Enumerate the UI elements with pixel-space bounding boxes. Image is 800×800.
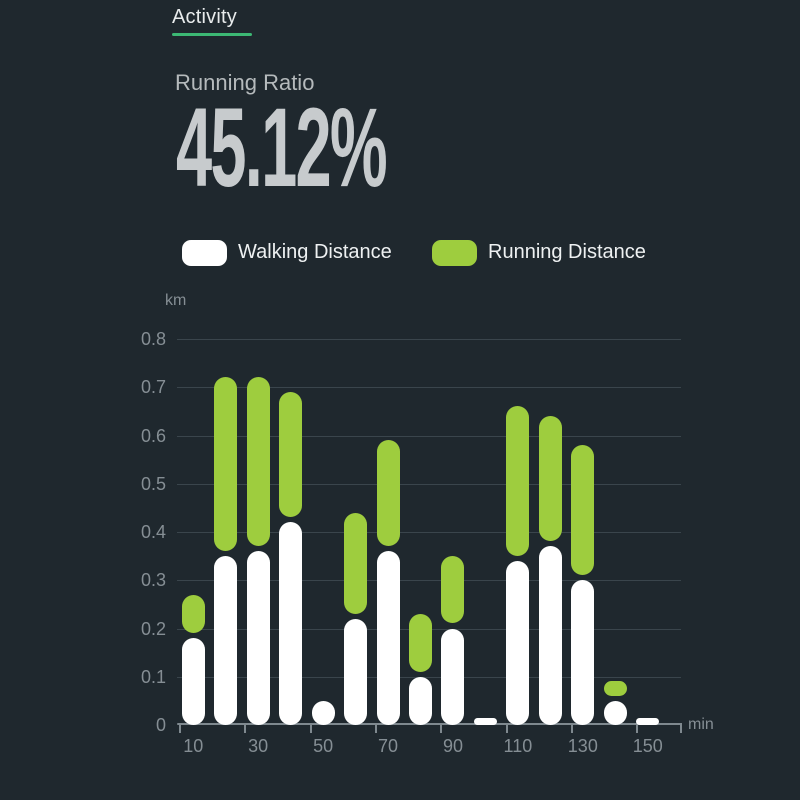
y-axis-unit-label: km — [165, 292, 187, 309]
bar-walking-120[interactable] — [538, 546, 562, 725]
gridline — [177, 676, 681, 678]
gridline — [177, 339, 681, 340]
tab-active-underline — [172, 33, 252, 36]
bar-walking-100[interactable] — [473, 717, 497, 725]
metric-label: Running Ratio — [175, 70, 315, 95]
bar-running-140[interactable] — [603, 681, 627, 696]
bar-running-10[interactable] — [181, 594, 205, 634]
bar-walking-90[interactable] — [441, 628, 465, 725]
bar-running-70[interactable] — [376, 440, 400, 547]
bar-walking-140[interactable] — [603, 700, 627, 725]
gridline — [177, 580, 681, 582]
bar-walking-30[interactable] — [246, 551, 270, 725]
x-axis-unit-label: min — [688, 716, 714, 733]
legend-item-running[interactable]: Running Distance — [432, 239, 646, 266]
x-axis-tick — [374, 723, 377, 733]
tab-activity[interactable]: Activity — [172, 6, 252, 36]
y-axis-tick-label: 0.8 — [140, 329, 166, 349]
bar-running-40[interactable] — [279, 391, 303, 518]
x-axis-line — [177, 723, 682, 725]
bar-walking-70[interactable] — [376, 551, 400, 725]
x-axis-tick — [440, 723, 443, 733]
y-axis-tick-label: 0.7 — [140, 377, 166, 398]
x-axis-tick — [244, 723, 247, 733]
gridline — [177, 483, 681, 485]
page-title: Activity — [172, 6, 237, 28]
x-axis-tick — [636, 723, 639, 733]
y-axis-tick-label: 0.6 — [140, 425, 166, 446]
bar-running-80[interactable] — [409, 613, 432, 672]
x-axis-tick — [309, 723, 312, 733]
x-axis-tick-label: 150 — [632, 736, 663, 756]
y-axis-tick-label: 0.2 — [140, 618, 166, 639]
bar-walking-80[interactable] — [409, 676, 432, 725]
bar-walking-130[interactable] — [571, 580, 595, 725]
bar-walking-150[interactable] — [636, 717, 660, 725]
legend-walking-label: Walking Distance — [238, 241, 392, 263]
bar-running-120[interactable] — [538, 416, 562, 542]
x-axis-tick-label: 10 — [183, 736, 204, 756]
bar-running-90[interactable] — [441, 555, 465, 624]
y-axis-tick-label: 0 — [155, 715, 166, 735]
x-axis-tick-label: 50 — [313, 736, 334, 756]
bar-walking-10[interactable] — [181, 638, 205, 725]
bar-walking-20[interactable] — [214, 556, 238, 725]
y-axis-tick-label: 0.1 — [140, 666, 166, 687]
x-axis-tick — [505, 723, 508, 733]
x-axis-tick-label: 90 — [442, 736, 463, 756]
y-axis-tick-label: 0.5 — [140, 473, 166, 494]
x-axis-tick — [179, 723, 181, 733]
bar-running-130[interactable] — [571, 444, 595, 576]
bar-running-110[interactable] — [506, 406, 530, 556]
gridline — [177, 435, 681, 437]
bar-walking-40[interactable] — [279, 522, 303, 725]
bar-walking-110[interactable] — [506, 560, 530, 725]
y-axis-tick-label: 0.4 — [140, 522, 166, 542]
running-swatch — [432, 239, 477, 266]
x-axis-tick — [570, 723, 573, 733]
bar-running-20[interactable] — [214, 377, 238, 552]
gridline — [177, 387, 681, 389]
x-axis-tick-label: 70 — [378, 736, 399, 756]
metric-value: 45.12% — [176, 85, 388, 210]
x-axis-tick-label: 30 — [248, 736, 269, 756]
legend-item-walking[interactable]: Walking Distance — [182, 239, 392, 266]
walking-swatch — [182, 239, 227, 266]
bar-running-30[interactable] — [246, 377, 270, 547]
legend-running-label: Running Distance — [488, 241, 646, 263]
y-axis-tick-label: 0.3 — [140, 570, 166, 591]
bar-walking-60[interactable] — [344, 618, 368, 725]
x-axis-tick — [680, 723, 682, 733]
x-axis-tick-label: 130 — [567, 736, 598, 756]
gridline — [177, 532, 681, 533]
bar-running-60[interactable] — [344, 512, 368, 614]
x-axis-tick-label: 110 — [503, 736, 533, 756]
bar-walking-50[interactable] — [311, 700, 335, 725]
